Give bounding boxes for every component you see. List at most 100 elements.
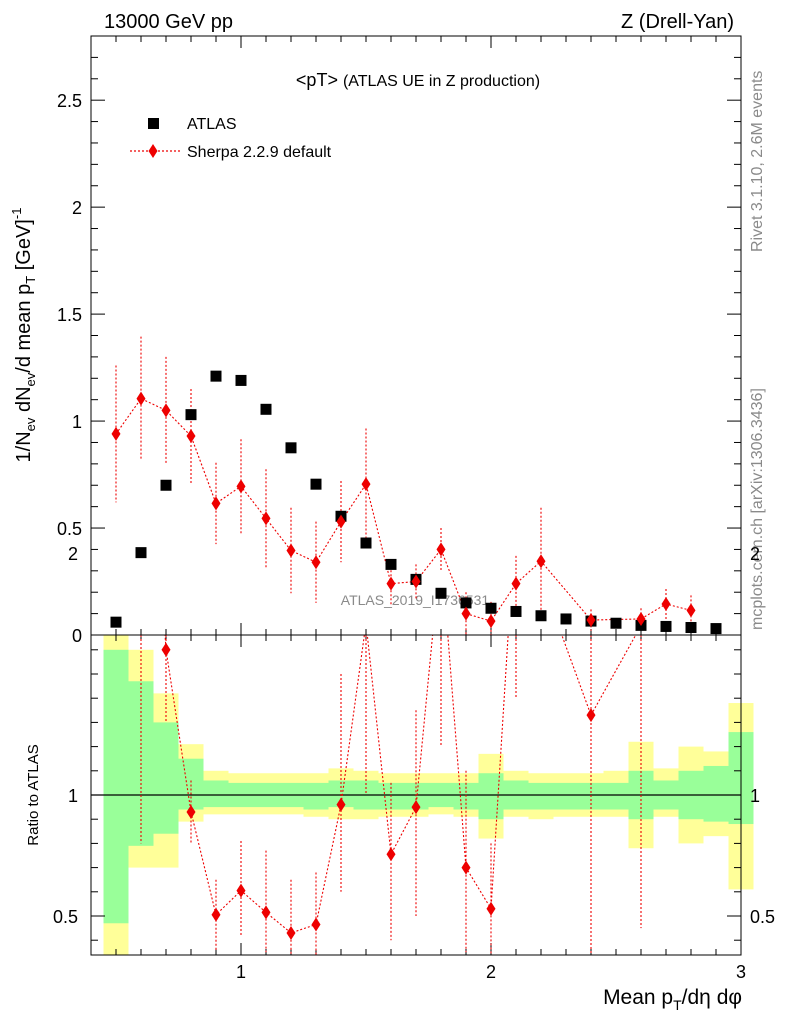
- ratio-band-green: [153, 722, 179, 834]
- ratio-point: [336, 797, 346, 812]
- atlas-point: [510, 605, 522, 617]
- y-axis-label: 1/Nev dNev/d mean pT [GeV]-1: [9, 208, 38, 463]
- legend-sherpa-label: Sherpa 2.2.9 default: [187, 144, 332, 161]
- atlas-point: [185, 409, 197, 421]
- atlas-point: [560, 613, 572, 625]
- sherpa-point: [336, 514, 346, 529]
- ratio-point: [161, 642, 171, 657]
- sherpa-point: [111, 426, 121, 441]
- sherpa-point: [436, 542, 446, 557]
- sherpa-point: [286, 543, 296, 558]
- sherpa-point: [536, 554, 546, 569]
- sherpa-line: [115, 397, 692, 622]
- atlas-point: [535, 610, 547, 622]
- atlas-point: [660, 620, 672, 632]
- atlas-point: [485, 602, 497, 614]
- ratio-series: [140, 635, 642, 955]
- sherpa-point: [411, 574, 421, 589]
- ratio-point: [261, 905, 271, 920]
- header-right: Z (Drell-Yan): [621, 11, 734, 33]
- y-tick-label: 2: [72, 198, 82, 218]
- sherpa-point: [586, 613, 596, 628]
- x-tick-label: 1: [236, 962, 246, 982]
- atlas-point: [135, 547, 147, 559]
- sherpa-point: [486, 614, 496, 629]
- ratio-point: [411, 800, 421, 815]
- atlas-point: [160, 479, 172, 491]
- ratio-point: [186, 804, 196, 819]
- y-tick-label: 1: [72, 412, 82, 432]
- ratio-band-green: [703, 765, 729, 822]
- ratio-band-green: [553, 782, 579, 810]
- sherpa-point: [311, 555, 321, 570]
- sherpa-point: [161, 403, 171, 418]
- atlas-point: [360, 537, 372, 549]
- atlas-point: [610, 617, 622, 629]
- x-tick-label: 2: [486, 962, 496, 982]
- ratio-band-green: [303, 782, 329, 810]
- atlas-point: [710, 623, 722, 635]
- legend-sherpa-marker: [148, 144, 158, 158]
- rivet-label: Rivet 3.1.10, 2.6M events: [749, 71, 766, 252]
- chart-title-sub: (ATLAS UE in Z production): [343, 73, 540, 90]
- sherpa-point: [636, 611, 646, 626]
- sherpa-point: [386, 576, 396, 591]
- ratio-point: [586, 708, 596, 723]
- y-tick-label: 1.5: [57, 305, 82, 325]
- sherpa-point: [361, 477, 371, 492]
- atlas-point: [385, 558, 397, 570]
- ratio-bands: [91, 635, 754, 955]
- ratio-point: [461, 860, 471, 875]
- atlas-point: [110, 616, 122, 628]
- ratio-point: [486, 901, 496, 916]
- ratio-point: [386, 847, 396, 862]
- ratio-band-green: [528, 782, 554, 810]
- ratio-line: [164, 635, 637, 934]
- atlas-point: [460, 597, 472, 609]
- analysis-watermark: ATLAS_2019_I1736531: [341, 592, 490, 608]
- ratio-tick-label: 0.5: [53, 907, 78, 927]
- ratio-axis-label: Ratio to ATLAS: [25, 744, 42, 845]
- main-axis-ticks: 0 0.5 1 1.5 2 2.5: [57, 36, 741, 646]
- ratio-tick-label: 1: [68, 786, 78, 806]
- sherpa-point: [661, 596, 671, 611]
- sherpa-point: [136, 391, 146, 406]
- ratio-tick-label-right: 0.5: [750, 907, 775, 927]
- sherpa-point: [511, 576, 521, 591]
- atlas-point: [260, 403, 272, 415]
- ratio-band-green: [603, 782, 629, 810]
- main-series: [110, 336, 722, 635]
- ratio-tick-label-right: 1: [750, 786, 760, 806]
- chart-title-main: <pT>: [296, 70, 338, 90]
- atlas-point: [685, 622, 697, 634]
- atlas-point: [235, 374, 247, 386]
- atlas-point: [285, 442, 297, 454]
- ratio-band-green: [103, 649, 129, 924]
- legend: ATLAS Sherpa 2.2.9 default: [130, 116, 332, 161]
- ratio-band-green: [203, 780, 229, 808]
- ratio-point: [236, 883, 246, 898]
- ratio-point: [211, 907, 221, 922]
- mcplots-label: mcplots.cern.ch [arXiv:1306.3436]: [749, 388, 766, 630]
- y-tick-label: 2.5: [57, 91, 82, 111]
- sherpa-point: [236, 479, 246, 494]
- x-axis-label: Mean pT/dη dφ: [603, 986, 742, 1013]
- chart-title: <pT> (ATLAS UE in Z production): [296, 70, 540, 90]
- y-tick-label: 0: [72, 626, 82, 646]
- legend-atlas-marker: [148, 118, 159, 129]
- sherpa-point: [186, 429, 196, 444]
- header-left: 13000 GeV pp: [104, 11, 233, 33]
- ratio-tick-label: 2: [68, 544, 78, 564]
- ratio-point: [286, 925, 296, 940]
- ratio-band-green: [478, 773, 504, 820]
- atlas-point: [435, 587, 447, 599]
- sherpa-point: [461, 606, 471, 621]
- ratio-point: [311, 917, 321, 932]
- legend-atlas-label: ATLAS: [187, 116, 237, 133]
- ratio-tick-label-right: 2: [750, 544, 760, 564]
- sherpa-point: [261, 511, 271, 526]
- sherpa-point: [211, 496, 221, 511]
- atlas-point: [210, 370, 222, 382]
- y-tick-label: 0.5: [57, 519, 82, 539]
